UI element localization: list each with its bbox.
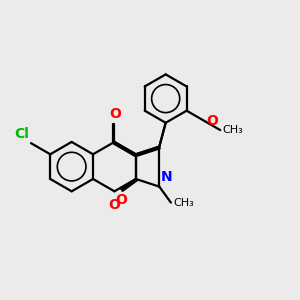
Text: O: O: [109, 107, 121, 121]
Text: Cl: Cl: [14, 127, 29, 141]
Text: CH₃: CH₃: [173, 198, 194, 208]
Text: N: N: [161, 170, 173, 184]
Text: O: O: [108, 198, 120, 212]
Text: O: O: [206, 114, 218, 128]
Text: O: O: [116, 193, 128, 207]
Text: CH₃: CH₃: [222, 125, 243, 135]
